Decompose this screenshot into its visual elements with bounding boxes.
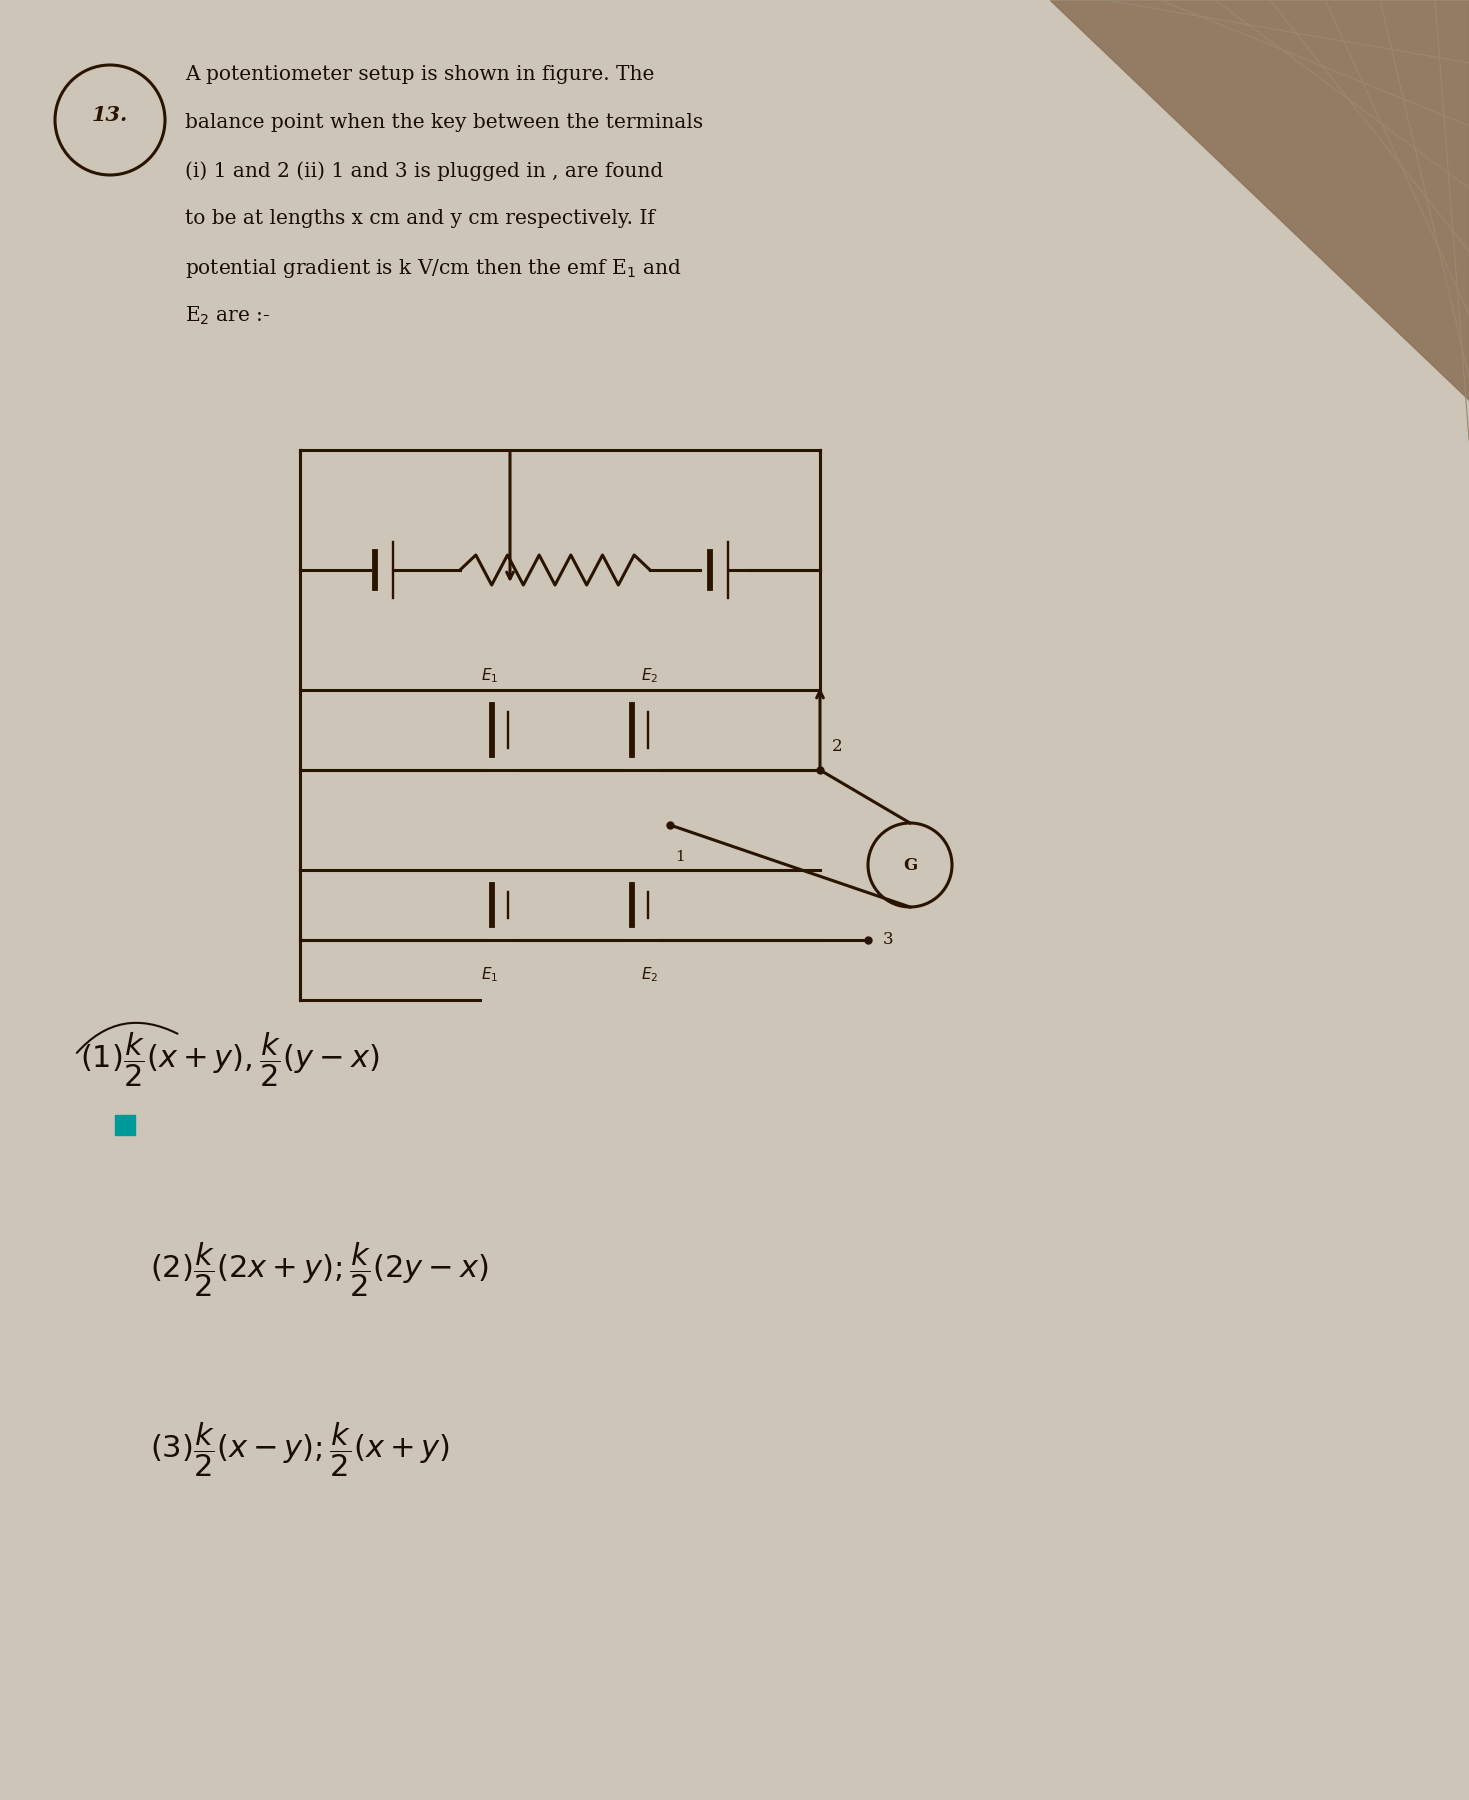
Text: $(1)\dfrac{k}{2}(x+y),\dfrac{k}{2}(y-x)$: $(1)\dfrac{k}{2}(x+y),\dfrac{k}{2}(y-x)$ bbox=[79, 1031, 379, 1089]
Text: $E_2$: $E_2$ bbox=[642, 666, 658, 686]
Text: balance point when the key between the terminals: balance point when the key between the t… bbox=[185, 113, 704, 131]
Text: 3: 3 bbox=[883, 932, 893, 949]
Polygon shape bbox=[1050, 0, 1469, 400]
Text: $E_1$: $E_1$ bbox=[482, 666, 498, 686]
Text: $E_1$: $E_1$ bbox=[482, 965, 498, 983]
Text: G: G bbox=[903, 857, 917, 873]
Text: A potentiometer setup is shown in figure. The: A potentiometer setup is shown in figure… bbox=[185, 65, 654, 85]
Text: (i) 1 and 2 (ii) 1 and 3 is plugged in , are found: (i) 1 and 2 (ii) 1 and 3 is plugged in ,… bbox=[185, 160, 663, 180]
Text: E$_2$ are :-: E$_2$ are :- bbox=[185, 304, 270, 328]
Text: $(2)\dfrac{k}{2}(2x+y);\dfrac{k}{2}(2y-x)$: $(2)\dfrac{k}{2}(2x+y);\dfrac{k}{2}(2y-x… bbox=[150, 1240, 489, 1300]
Text: 2: 2 bbox=[831, 738, 843, 754]
Text: 13.: 13. bbox=[93, 104, 128, 124]
Text: potential gradient is k V/cm then the emf E$_1$ and: potential gradient is k V/cm then the em… bbox=[185, 257, 682, 281]
Text: $E_2$: $E_2$ bbox=[642, 965, 658, 983]
Text: $(3)\dfrac{k}{2}(x-y);\dfrac{k}{2}(x+y)$: $(3)\dfrac{k}{2}(x-y);\dfrac{k}{2}(x+y)$ bbox=[150, 1420, 450, 1480]
Text: to be at lengths x cm and y cm respectively. If: to be at lengths x cm and y cm respectiv… bbox=[185, 209, 655, 229]
Text: 1: 1 bbox=[674, 850, 685, 864]
